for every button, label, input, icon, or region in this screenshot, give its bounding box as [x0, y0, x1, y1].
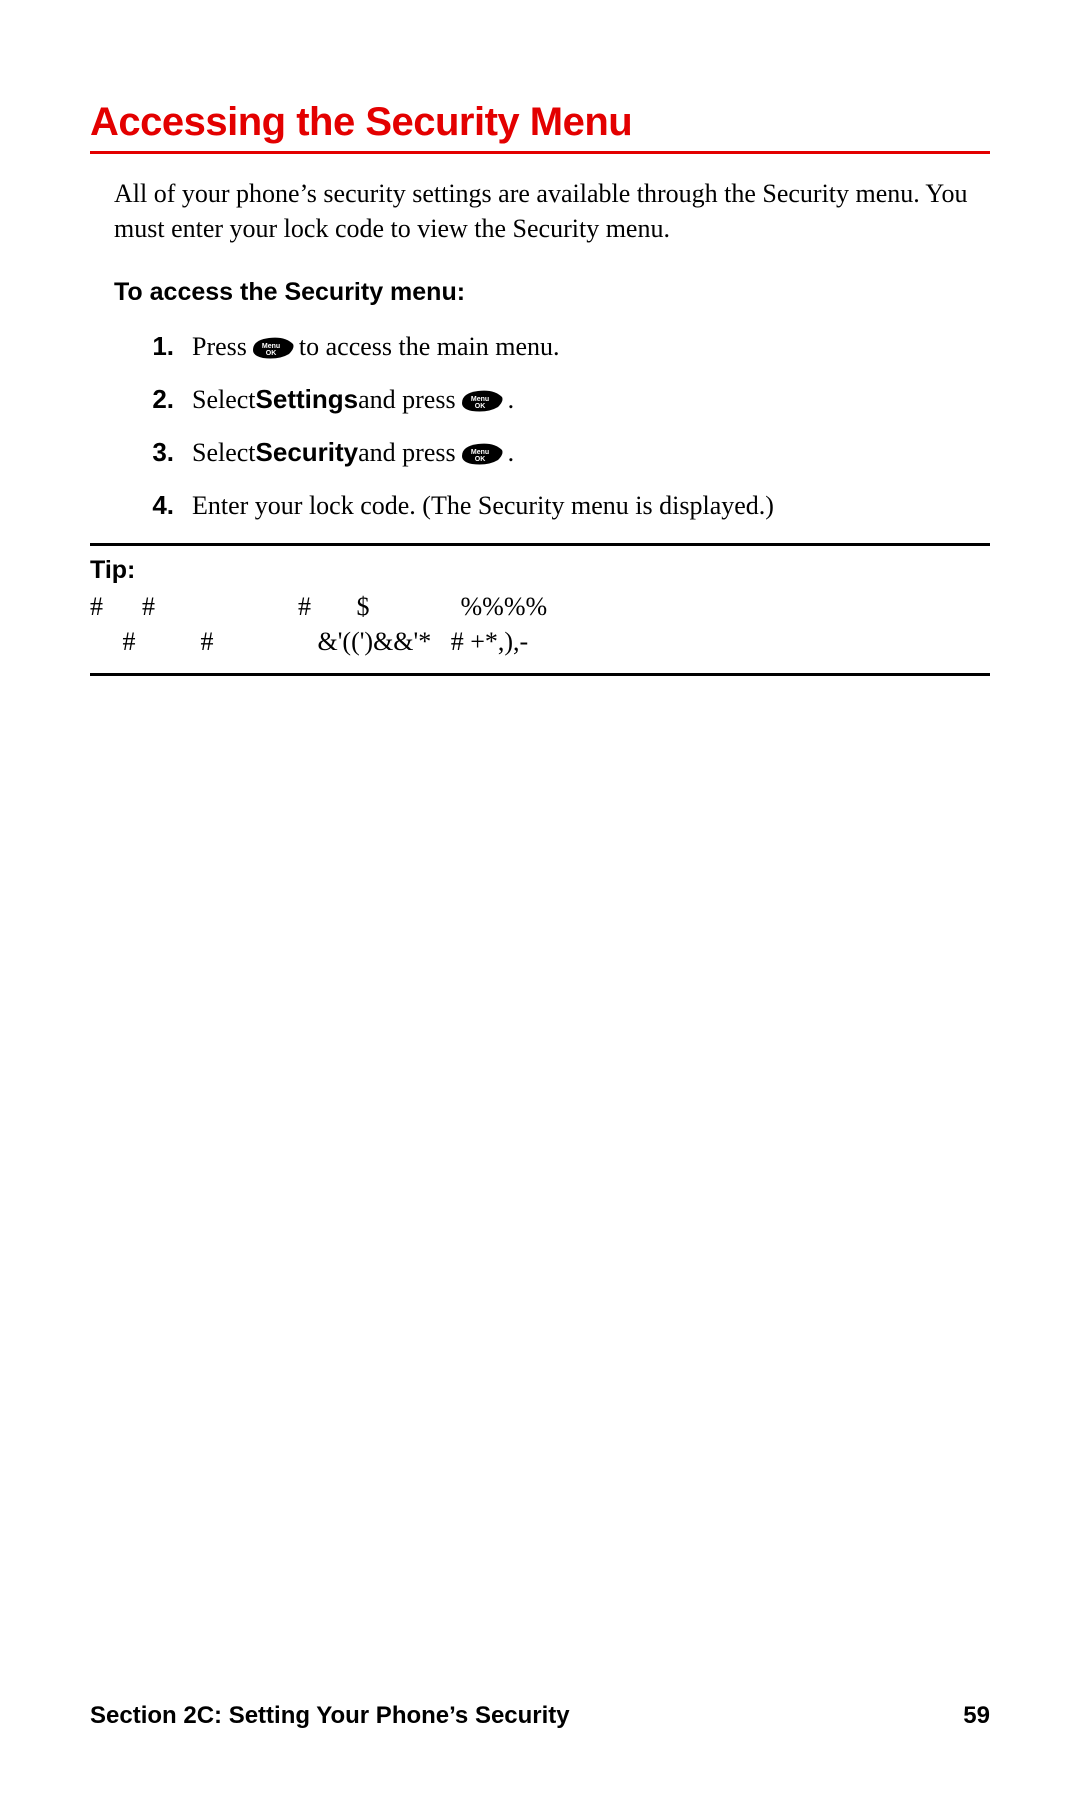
step-text: Select Security and press Menu OK .: [192, 437, 514, 468]
svg-text:OK: OK: [474, 456, 485, 463]
step-text-pre: Select: [192, 438, 256, 468]
footer-page-number: 59: [963, 1702, 990, 1730]
step-2: 2. Select Settings and press Menu OK .: [114, 384, 990, 415]
step-text-post: to access the main menu.: [299, 332, 560, 362]
manual-page: Accessing the Security Menu All of your …: [0, 0, 1080, 1800]
procedure-steps: 1. Press Menu OK to access the main menu…: [114, 331, 990, 521]
step-number: 3.: [114, 437, 192, 468]
intro-paragraph: All of your phone’s security settings ar…: [114, 176, 980, 246]
step-text-pre: Select: [192, 385, 256, 415]
tip-label: Tip:: [90, 556, 990, 585]
tip-box: Tip: # # # $ %%%% # # &'((')&&'* # +*,),…: [90, 543, 990, 676]
step-text-pre: Press: [192, 332, 247, 362]
step-text-post: .: [508, 438, 515, 468]
svg-text:Menu: Menu: [262, 343, 280, 350]
svg-text:Menu: Menu: [470, 396, 488, 403]
svg-text:OK: OK: [474, 403, 485, 410]
footer-section-label: Section 2C: Setting Your Phone’s Securit…: [90, 1702, 570, 1730]
step-text-mid: and press: [358, 385, 455, 415]
menu-ok-key-icon: Menu OK: [460, 387, 504, 413]
step-1: 1. Press Menu OK to access the main menu…: [114, 331, 990, 362]
menu-ok-key-icon: Menu OK: [251, 334, 295, 360]
step-number: 4.: [114, 490, 192, 521]
svg-text:OK: OK: [266, 350, 277, 357]
step-text: Enter your lock code. (The Security menu…: [192, 491, 774, 521]
page-footer: Section 2C: Setting Your Phone’s Securit…: [90, 1702, 990, 1730]
step-number: 2.: [114, 384, 192, 415]
step-4: 4. Enter your lock code. (The Security m…: [114, 490, 990, 521]
tip-line-2: # # &'((')&&'* # +*,),-: [90, 624, 990, 659]
page-title: Accessing the Security Menu: [90, 100, 990, 145]
step-3: 3. Select Security and press Menu OK .: [114, 437, 990, 468]
svg-text:Menu: Menu: [470, 449, 488, 456]
menu-ok-key-icon: Menu OK: [460, 440, 504, 466]
title-rule: [90, 151, 990, 154]
step-text-mid: and press: [358, 438, 455, 468]
procedure-subhead: To access the Security menu:: [114, 278, 990, 307]
step-bold-word: Security: [256, 437, 359, 468]
step-bold-word: Settings: [256, 384, 359, 415]
step-text: Select Settings and press Menu OK .: [192, 384, 514, 415]
tip-line-1: # # # $ %%%%: [90, 589, 990, 624]
step-text-post: .: [508, 385, 515, 415]
step-text: Press Menu OK to access the main menu.: [192, 332, 560, 362]
step-number: 1.: [114, 331, 192, 362]
